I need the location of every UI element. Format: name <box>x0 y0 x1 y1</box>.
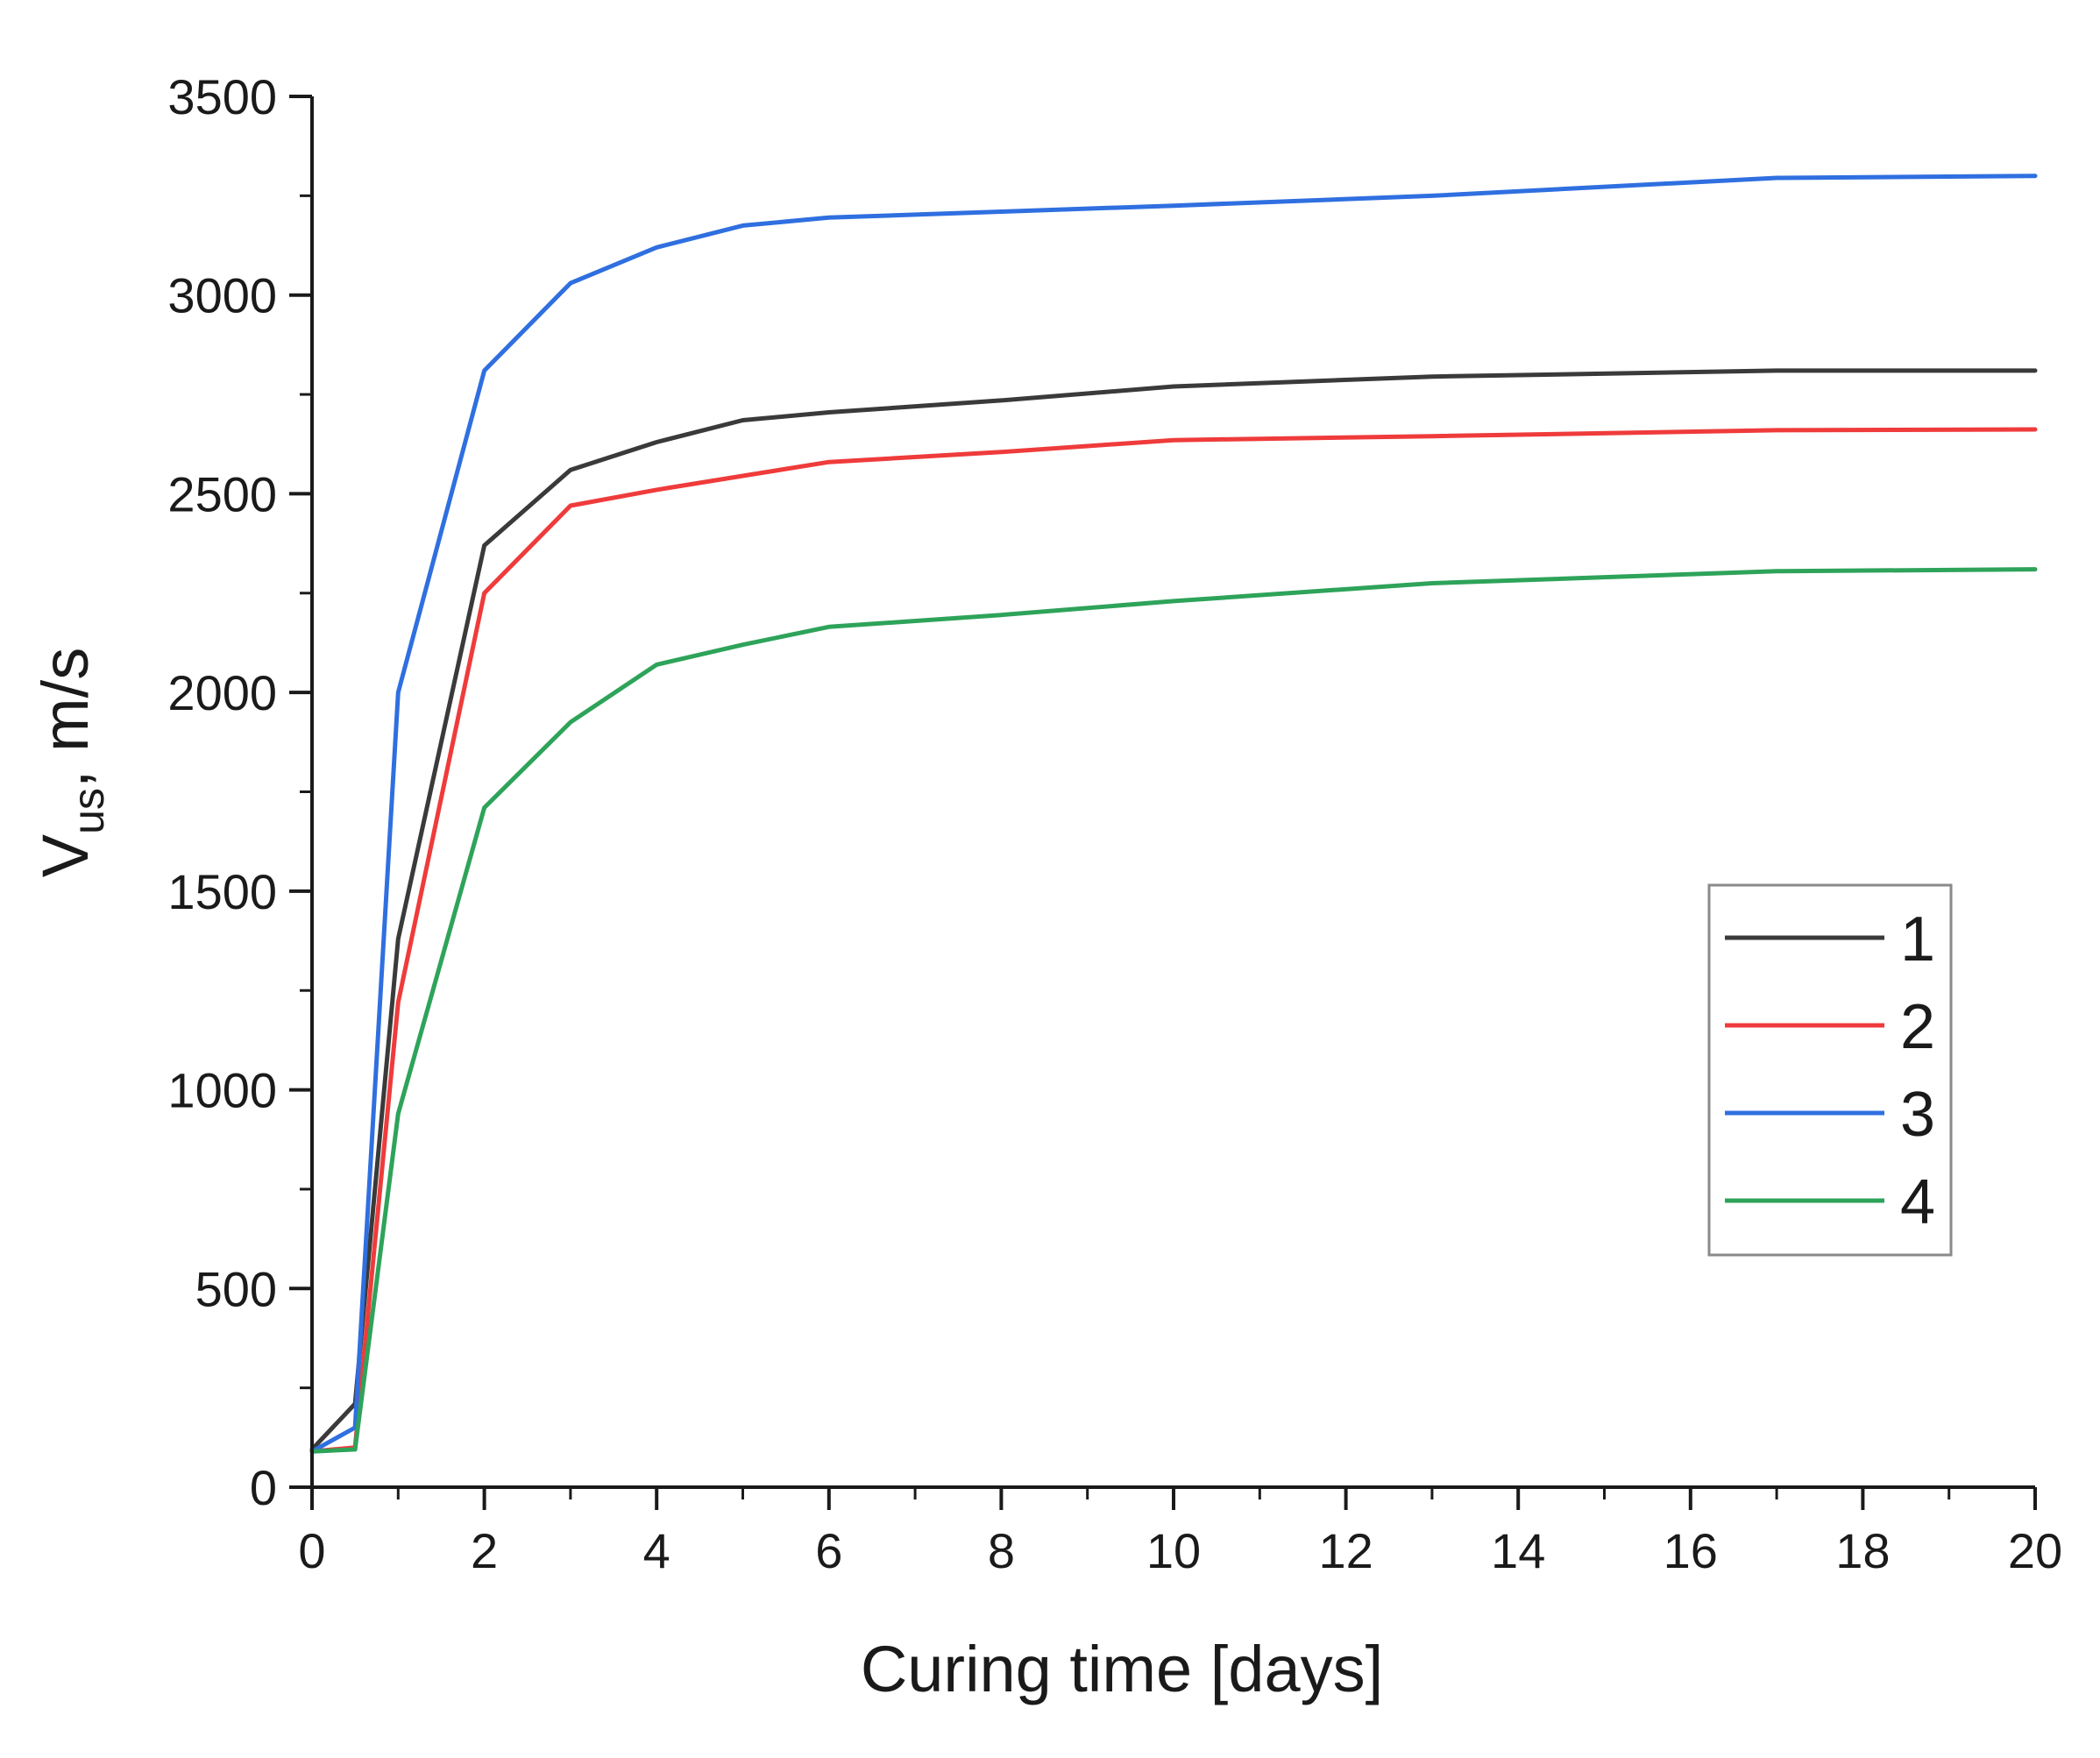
y-axis-title-suffix: , m/s <box>29 648 102 788</box>
y-tick-label: 1000 <box>167 1063 277 1118</box>
series-line-4 <box>309 567 2038 1454</box>
series-line-3 <box>309 174 2038 1454</box>
legend-items: 1 2 3 4 <box>1725 904 1935 1237</box>
x-tick-label: 16 <box>1664 1523 1718 1578</box>
x-tick-label: 6 <box>815 1523 842 1578</box>
y-axis-title: Vus, m/s <box>29 648 113 878</box>
y-tick-label: 1500 <box>167 864 277 919</box>
y-tick-label: 2000 <box>167 665 277 720</box>
legend: 1 2 3 4 <box>1707 883 1953 1257</box>
major-ticks <box>289 95 2037 1510</box>
series-line-2 <box>309 427 2038 1454</box>
x-tick-label: 4 <box>643 1523 670 1578</box>
y-tick-label: 0 <box>250 1460 277 1515</box>
x-tick-label: 10 <box>1146 1523 1201 1578</box>
y-tick-label: 2500 <box>167 466 277 521</box>
legend-label-1: 1 <box>1900 904 1935 975</box>
minor-ticks <box>300 194 1951 1499</box>
legend-label-2: 2 <box>1900 992 1935 1062</box>
legend-label-3: 3 <box>1900 1080 1935 1150</box>
legend-label-4: 4 <box>1900 1167 1935 1237</box>
y-axis-title-subscript: us <box>64 788 113 834</box>
legend-box <box>1707 883 1953 1257</box>
x-tick-label: 20 <box>2008 1523 2062 1578</box>
y-axis-title-main: V <box>29 833 102 877</box>
x-tick-label: 8 <box>988 1523 1015 1578</box>
x-tick-label: 14 <box>1491 1523 1545 1578</box>
x-tick-label: 18 <box>1835 1523 1890 1578</box>
x-axis-title: Curing time [days] <box>861 1633 1383 1705</box>
tick-labels: 0 2 4 6 8 10 12 14 16 18 2005001000150020002500300… <box>167 69 2062 1578</box>
series-line-1 <box>309 368 2038 1452</box>
x-tick-label: 2 <box>471 1523 498 1578</box>
x-tick-label: 12 <box>1318 1523 1373 1578</box>
y-tick-label: 3500 <box>167 69 277 124</box>
y-tick-label: 3000 <box>167 268 277 323</box>
y-tick-label: 500 <box>195 1261 277 1316</box>
series-lines <box>309 174 2038 1454</box>
x-tick-label: 0 <box>298 1523 325 1578</box>
